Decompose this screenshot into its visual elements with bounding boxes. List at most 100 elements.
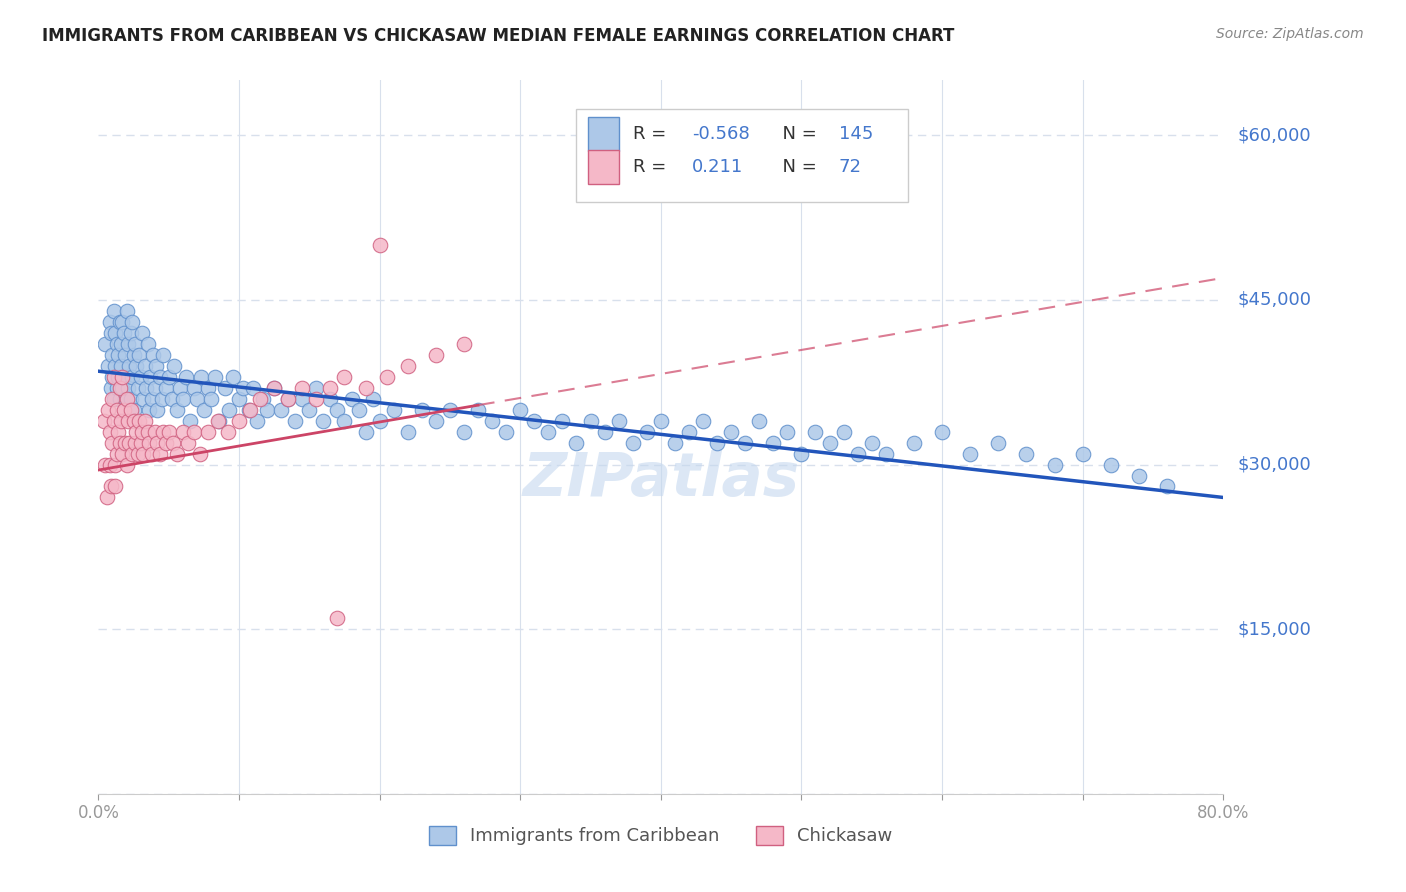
Point: [931, 425, 953, 439]
Point: [846, 446, 869, 460]
Point: [129, 435, 152, 450]
Point: [160, 392, 183, 406]
Point: [110, 336, 132, 351]
Point: [664, 435, 686, 450]
Point: [124, 336, 146, 351]
Point: [200, 392, 222, 406]
Point: [105, 446, 128, 460]
Point: [368, 238, 391, 252]
Point: [111, 369, 134, 384]
Text: 0.211: 0.211: [692, 159, 744, 177]
Point: [129, 369, 152, 384]
FancyBboxPatch shape: [588, 117, 619, 151]
Point: [108, 435, 131, 450]
Point: [114, 392, 136, 406]
Point: [166, 402, 188, 417]
Text: Source: ZipAtlas.com: Source: ZipAtlas.com: [1216, 27, 1364, 41]
Point: [368, 414, 391, 428]
Point: [249, 392, 271, 406]
Point: [138, 435, 160, 450]
Point: [1015, 446, 1038, 460]
Point: [114, 348, 136, 362]
Point: [636, 425, 658, 439]
Point: [155, 381, 177, 395]
Point: [277, 392, 299, 406]
Point: [141, 446, 163, 460]
Point: [396, 425, 419, 439]
Point: [284, 414, 307, 428]
Text: R =: R =: [633, 125, 672, 143]
Point: [104, 479, 127, 493]
Point: [127, 446, 149, 460]
Point: [105, 402, 128, 417]
Point: [361, 392, 384, 406]
Point: [122, 348, 145, 362]
Point: [565, 435, 588, 450]
Point: [138, 402, 160, 417]
Point: [149, 369, 172, 384]
Point: [678, 425, 700, 439]
Point: [143, 425, 166, 439]
Point: [467, 402, 489, 417]
Point: [169, 381, 191, 395]
Point: [319, 381, 342, 395]
Point: [115, 392, 138, 406]
Point: [145, 359, 167, 373]
Point: [172, 425, 194, 439]
Point: [875, 446, 897, 460]
Point: [174, 369, 197, 384]
Point: [193, 402, 215, 417]
Point: [305, 392, 328, 406]
Point: [347, 402, 370, 417]
Point: [162, 435, 184, 450]
Point: [152, 425, 174, 439]
Point: [305, 381, 328, 395]
Point: [204, 369, 226, 384]
Point: [141, 392, 163, 406]
Point: [425, 414, 447, 428]
Point: [146, 402, 169, 417]
Point: [157, 425, 180, 439]
Point: [98, 425, 121, 439]
Point: [208, 414, 231, 428]
Point: [115, 458, 138, 472]
Point: [246, 414, 269, 428]
Text: R =: R =: [633, 159, 672, 177]
Point: [1128, 468, 1150, 483]
Point: [96, 491, 118, 505]
Point: [903, 435, 925, 450]
Point: [238, 402, 260, 417]
Point: [103, 414, 125, 428]
Point: [136, 425, 159, 439]
Point: [1071, 446, 1094, 460]
Point: [101, 392, 124, 406]
Point: [291, 392, 314, 406]
Point: [291, 381, 314, 395]
Point: [122, 414, 145, 428]
Point: [101, 435, 124, 450]
Point: [166, 446, 188, 460]
Point: [121, 369, 143, 384]
Point: [537, 425, 560, 439]
Point: [112, 326, 135, 340]
Point: [134, 414, 156, 428]
Point: [183, 381, 205, 395]
Point: [298, 402, 321, 417]
Point: [103, 369, 125, 384]
Point: [375, 369, 398, 384]
Point: [143, 381, 166, 395]
Point: [128, 348, 150, 362]
Text: $45,000: $45,000: [1237, 291, 1312, 309]
Point: [453, 336, 475, 351]
Point: [146, 435, 169, 450]
Point: [157, 369, 180, 384]
Point: [107, 348, 129, 362]
Point: [108, 315, 131, 329]
Point: [125, 425, 148, 439]
Point: [139, 369, 162, 384]
Point: [100, 326, 122, 340]
FancyBboxPatch shape: [588, 150, 619, 185]
Point: [190, 369, 212, 384]
Point: [186, 392, 208, 406]
Point: [111, 315, 134, 329]
